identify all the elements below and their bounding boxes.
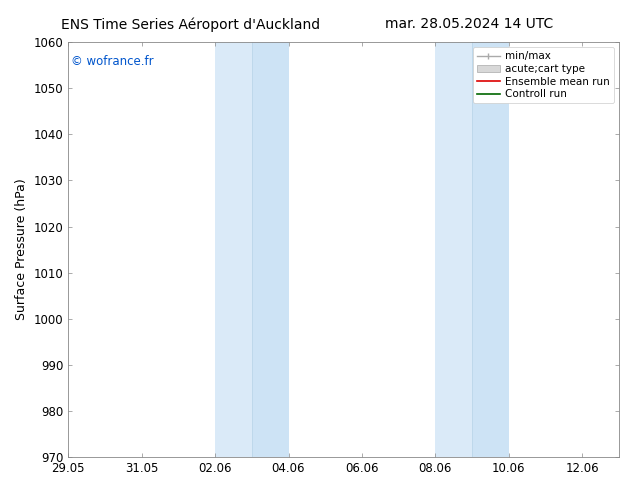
- Text: mar. 28.05.2024 14 UTC: mar. 28.05.2024 14 UTC: [385, 17, 553, 31]
- Legend: min/max, acute;cart type, Ensemble mean run, Controll run: min/max, acute;cart type, Ensemble mean …: [472, 47, 614, 103]
- Y-axis label: Surface Pressure (hPa): Surface Pressure (hPa): [15, 179, 28, 320]
- Bar: [215, 42, 252, 457]
- Bar: [472, 42, 509, 457]
- Bar: [252, 42, 288, 457]
- Text: ENS Time Series Aéroport d'Auckland: ENS Time Series Aéroport d'Auckland: [61, 17, 320, 32]
- Text: © wofrance.fr: © wofrance.fr: [71, 54, 153, 68]
- Bar: [436, 42, 472, 457]
